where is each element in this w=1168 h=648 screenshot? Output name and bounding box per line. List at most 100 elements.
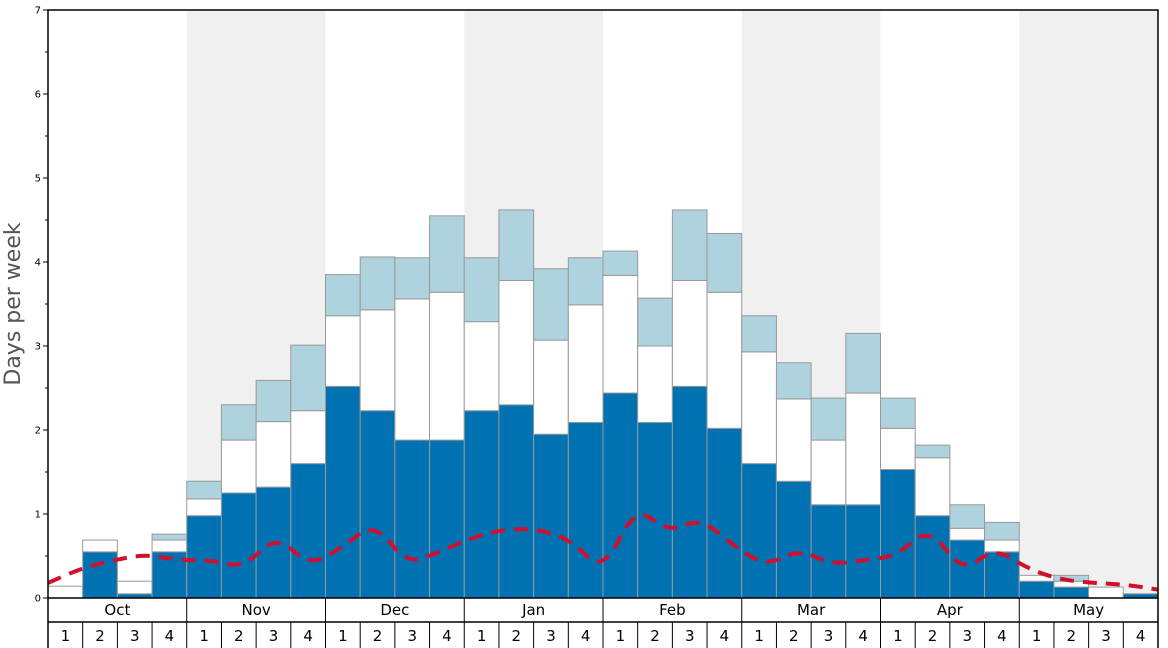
month-label-dec: Dec (380, 601, 409, 619)
bars-layer (47, 209, 1159, 599)
week-label: 2 (234, 627, 244, 645)
bar-segment-middle (220, 439, 257, 494)
week-label: 4 (997, 627, 1007, 645)
bar-segment-top (602, 250, 639, 276)
month-label-mar: Mar (797, 601, 826, 619)
week-label: 2 (789, 627, 799, 645)
bar-segment-middle (949, 527, 986, 541)
bar-segment-middle (706, 291, 743, 429)
bar-segment-middle (880, 427, 916, 470)
week-label: 3 (685, 627, 695, 645)
bar-segment-top (359, 256, 396, 311)
month-label-jan: Jan (521, 601, 545, 619)
bar-segment-top (498, 209, 535, 281)
trend-line-layer (47, 513, 1161, 592)
bar-segment-top (984, 521, 1020, 541)
week-label: 4 (581, 627, 591, 645)
bar-segment-top (637, 297, 673, 347)
y-tick-label: 5 (35, 174, 41, 185)
week-label: 1 (199, 627, 209, 645)
bar-segment-top (429, 215, 465, 293)
week-label: 3 (546, 627, 556, 645)
bar-segment-bottom (637, 421, 673, 599)
bar-segment-top (706, 232, 743, 293)
bar-segment-top (880, 397, 916, 429)
bar-segment-middle (845, 392, 881, 506)
bar-segment-bottom (290, 463, 326, 599)
y-tick-label: 0 (35, 594, 41, 605)
month-label-nov: Nov (241, 601, 270, 619)
week-label: 1 (1032, 627, 1042, 645)
bar-segment-middle (533, 339, 569, 435)
week-label: 1 (477, 627, 487, 645)
y-tick-label: 1 (35, 510, 41, 521)
bar-segment-bottom (810, 504, 847, 599)
bar-segment-top (810, 397, 847, 441)
week-label: 1 (893, 627, 903, 645)
y-tick-label: 2 (35, 426, 41, 437)
bar-segment-middle (82, 539, 118, 553)
y-axis-label: Days per week (1, 222, 26, 385)
bar-segment-bottom (775, 480, 812, 599)
bar-segment-middle (359, 309, 396, 412)
bar-segment-top (255, 379, 292, 423)
bar-segment-top (567, 257, 604, 306)
y-tick-label: 6 (35, 90, 41, 101)
bar-segment-middle (290, 410, 326, 465)
month-label-feb: Feb (659, 601, 686, 619)
bar-segment-top (741, 315, 777, 353)
bar-segment-bottom (914, 515, 951, 599)
bar-segment-middle (984, 539, 1020, 553)
bar-segment-top (914, 444, 951, 459)
bar-segment-middle (394, 298, 431, 441)
bar-segment-top (290, 344, 326, 412)
week-label: 4 (442, 627, 452, 645)
week-label: 3 (1101, 627, 1111, 645)
bar-segment-bottom (880, 468, 916, 599)
week-label: 3 (407, 627, 417, 645)
week-label: 1 (61, 627, 71, 645)
y-tick-label: 3 (35, 342, 41, 353)
bar-segment-bottom (359, 410, 396, 599)
bar-segment-middle (255, 421, 292, 488)
bar-segment-middle (914, 457, 951, 517)
bar-segment-middle (567, 304, 604, 423)
bar-segment-middle (1088, 586, 1124, 599)
week-label: 1 (754, 627, 764, 645)
month-label-oct: Oct (104, 601, 130, 619)
bar-segment-middle (810, 439, 847, 506)
week-label: 3 (269, 627, 279, 645)
bar-segment-top (394, 257, 431, 300)
week-label: 3 (130, 627, 140, 645)
bar-segment-bottom (845, 504, 881, 599)
bar-segment-middle (186, 498, 222, 517)
week-label: 1 (338, 627, 348, 645)
bar-segment-bottom (1018, 580, 1055, 599)
month-shade-may (1019, 10, 1158, 598)
month-label-may: May (1073, 601, 1104, 619)
bar-segment-middle (463, 321, 500, 412)
bar-segment-bottom (463, 410, 500, 599)
y-tick-label: 7 (35, 6, 41, 17)
bar-segment-middle (498, 279, 535, 406)
month-label-apr: Apr (937, 601, 964, 619)
bar-segment-middle (775, 398, 812, 482)
bar-segment-middle (116, 580, 153, 595)
bar-segment-bottom (82, 551, 118, 599)
week-label: 4 (1136, 627, 1146, 645)
bar-segment-bottom (533, 433, 569, 599)
bar-segment-top (220, 404, 257, 441)
week-label: 2 (373, 627, 383, 645)
bar-segment-middle (47, 585, 84, 599)
week-label: 2 (1067, 627, 1077, 645)
week-label: 2 (650, 627, 660, 645)
bar-segment-top (463, 257, 500, 323)
bar-segment-bottom (602, 392, 639, 599)
bar-segment-bottom (706, 427, 743, 599)
bar-segment-bottom (498, 404, 535, 599)
week-label: 3 (824, 627, 834, 645)
week-label: 2 (928, 627, 938, 645)
week-label: 2 (512, 627, 522, 645)
bar-segment-top (151, 533, 188, 541)
